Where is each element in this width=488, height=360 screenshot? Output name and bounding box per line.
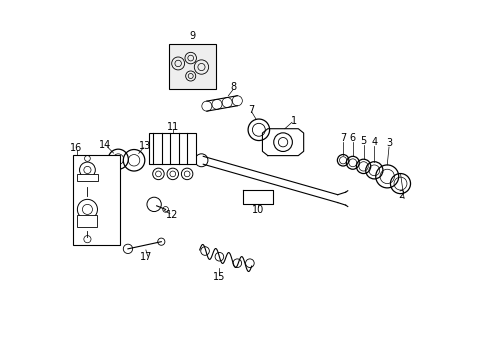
Text: 14: 14	[98, 140, 111, 150]
Bar	[77, 215, 97, 226]
Text: 15: 15	[212, 272, 224, 282]
Text: 4: 4	[370, 137, 377, 147]
Text: 1: 1	[290, 116, 296, 126]
Text: 9: 9	[189, 31, 195, 41]
Bar	[73, 155, 120, 244]
Text: 6: 6	[349, 134, 355, 143]
Text: 5: 5	[360, 136, 366, 146]
Text: 8: 8	[229, 82, 236, 93]
Text: 16: 16	[69, 143, 81, 153]
Text: 17: 17	[140, 252, 152, 262]
Text: 13: 13	[139, 141, 151, 151]
Text: 2: 2	[397, 190, 403, 200]
Text: 7: 7	[339, 134, 346, 143]
Text: 10: 10	[251, 205, 264, 215]
Text: 7: 7	[248, 105, 254, 115]
Text: 12: 12	[165, 210, 178, 220]
Bar	[149, 134, 196, 164]
Bar	[77, 174, 98, 181]
Bar	[169, 44, 215, 89]
Text: 3: 3	[385, 139, 391, 148]
Text: 11: 11	[166, 122, 179, 132]
